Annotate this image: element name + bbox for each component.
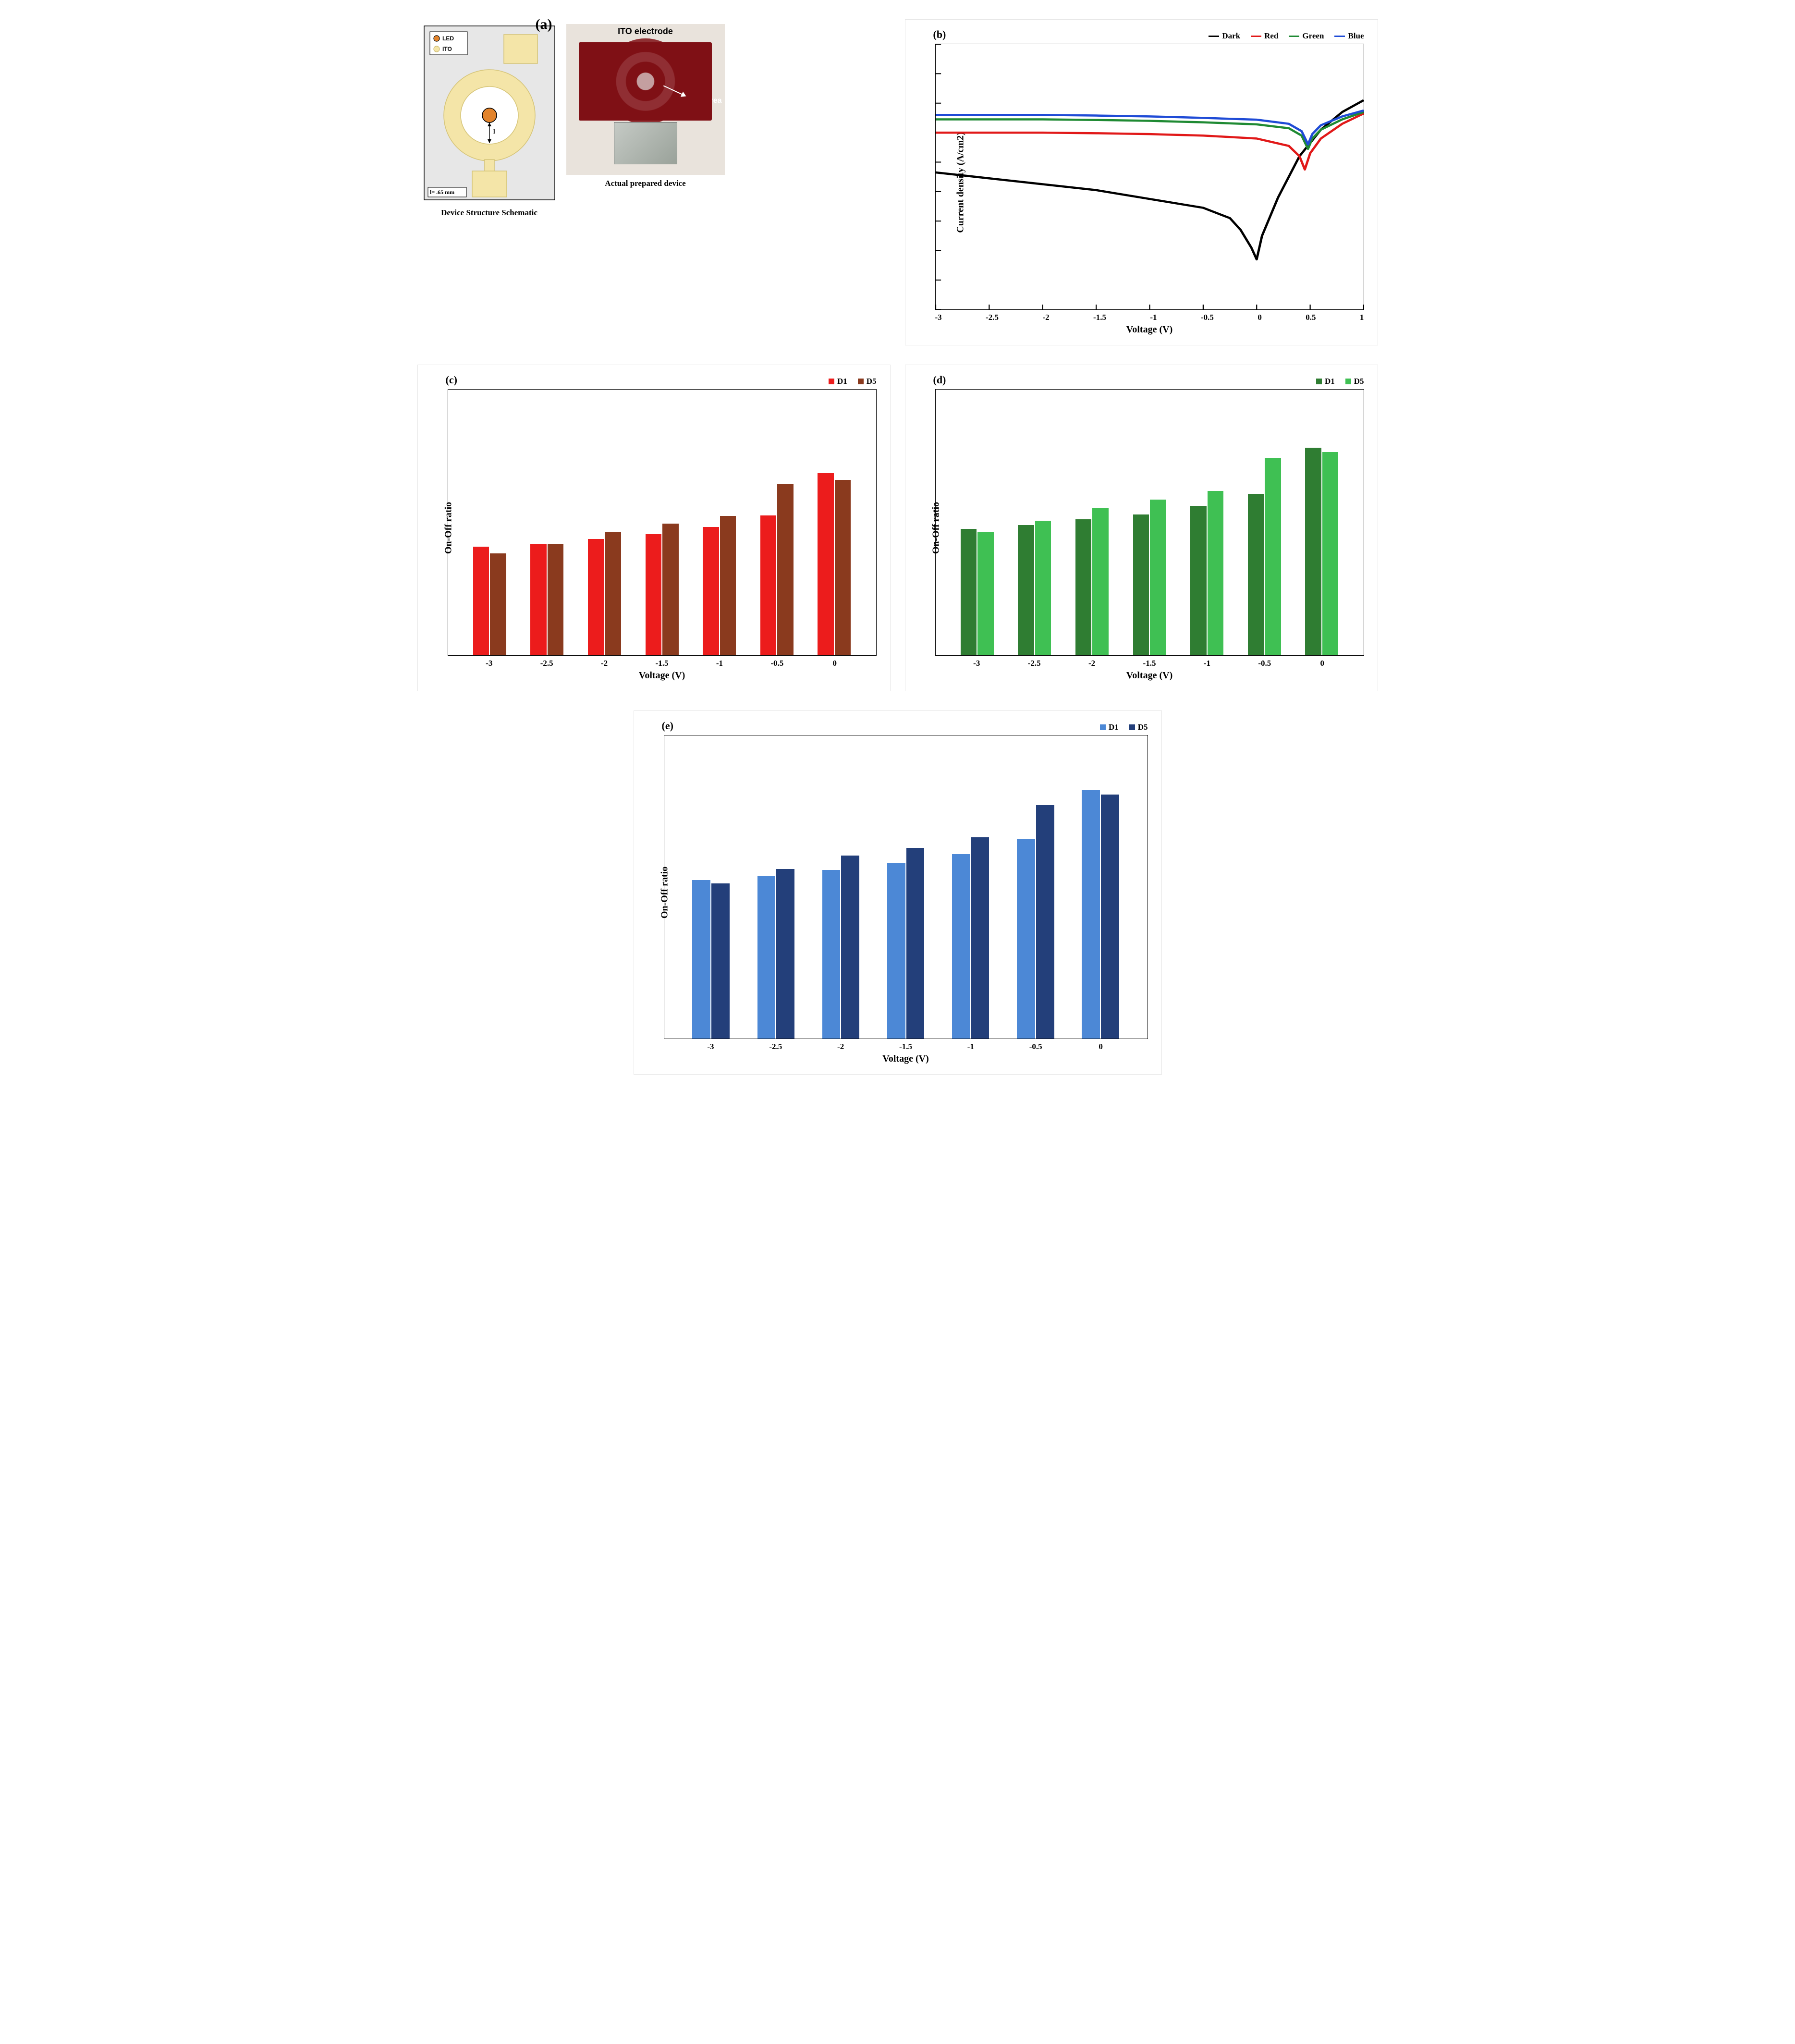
bar bbox=[1133, 514, 1149, 655]
panel-d-plot-frame: 1E+51E+41E+31E+21E+11E+0 bbox=[935, 389, 1364, 655]
legend-item: D1 bbox=[1316, 377, 1335, 386]
bar bbox=[1150, 500, 1166, 655]
bar bbox=[906, 848, 925, 1039]
bar bbox=[1190, 506, 1207, 655]
device-photo: ITO electrode OPD area Al electrode bbox=[566, 24, 725, 175]
bar bbox=[818, 473, 834, 655]
bar bbox=[971, 837, 989, 1039]
bar bbox=[1092, 508, 1109, 655]
bar bbox=[1017, 839, 1035, 1039]
bar bbox=[961, 529, 977, 655]
bar bbox=[822, 870, 841, 1039]
bar bbox=[1082, 790, 1100, 1039]
legend-item: Dark bbox=[1209, 31, 1240, 41]
panel-letter-b: (b) bbox=[933, 28, 946, 41]
panel-c-xticks: -3-2.5-2-1.5-1-0.50 bbox=[448, 656, 877, 669]
bar bbox=[1075, 519, 1092, 655]
panel-d: (d) On-Off ratio D1D5 1E+51E+41E+31E+21E… bbox=[905, 365, 1378, 691]
bar bbox=[777, 484, 794, 655]
bar bbox=[646, 534, 662, 655]
bar bbox=[1265, 458, 1281, 655]
panel-b-xlabel: Voltage (V) bbox=[935, 323, 1364, 335]
legend-item: Green bbox=[1289, 31, 1324, 41]
panel-e-legend: D1 D5 bbox=[664, 722, 1148, 732]
bar bbox=[1018, 525, 1034, 655]
bar bbox=[588, 539, 604, 655]
panel-e-xticks: -3-2.5-2-1.5-1-0.50 bbox=[664, 1039, 1148, 1053]
legend-item: D5 bbox=[858, 377, 877, 386]
bar bbox=[605, 532, 621, 655]
bar bbox=[711, 883, 730, 1039]
legend-item: D5 bbox=[1129, 722, 1148, 732]
bar bbox=[760, 515, 777, 655]
panel-d-xticks: -3-2.5-2-1.5-1-0.50 bbox=[935, 656, 1364, 669]
panel-b-legend: Dark Red Green Blue bbox=[935, 31, 1364, 41]
bar bbox=[952, 854, 970, 1039]
panel-b-plot-frame: 1E-11E-21E-31E-41E-51E-61E-71E-81E-91E-1… bbox=[935, 44, 1364, 310]
panel-b-xticks: -3-2.5-2-1.5-1-0.500.51 bbox=[935, 310, 1364, 323]
panel-b-svg bbox=[936, 44, 1364, 309]
panel-d-xlabel: Voltage (V) bbox=[935, 669, 1364, 681]
legend-item: Red bbox=[1251, 31, 1278, 41]
panel-d-bars bbox=[936, 390, 1364, 655]
legend-item: D5 bbox=[1345, 377, 1364, 386]
bar bbox=[662, 524, 679, 655]
bar bbox=[1035, 521, 1051, 655]
bar bbox=[776, 869, 794, 1039]
bar bbox=[757, 876, 776, 1039]
bar bbox=[548, 544, 564, 655]
svg-text:l: l bbox=[493, 128, 495, 135]
panel-e-plot-frame: 1E+51E+41E+31E+21E+11E+0 bbox=[664, 735, 1148, 1040]
panel-letter-c: (c) bbox=[446, 374, 457, 386]
bar bbox=[1305, 448, 1321, 655]
legend-item: D1 bbox=[829, 377, 847, 386]
bar bbox=[692, 880, 710, 1039]
schematic-svg: LED ITO l l= .65 mm bbox=[422, 24, 557, 202]
bar bbox=[1036, 805, 1054, 1039]
photo-caption: Actual prepared device bbox=[566, 179, 725, 188]
panel-c-xlabel: Voltage (V) bbox=[448, 669, 877, 681]
panel-b: (b) Current density (A/cm2) DarkRedGreen… bbox=[905, 19, 1378, 345]
device-photo-box: ITO electrode OPD area Al electrode Actu… bbox=[566, 24, 725, 188]
svg-text:ITO: ITO bbox=[442, 46, 452, 52]
panel-letter-a: (a) bbox=[536, 16, 552, 33]
bar bbox=[490, 553, 506, 655]
panel-c-bars bbox=[448, 390, 876, 655]
schematic-caption: Device Structure Schematic bbox=[422, 208, 557, 218]
legend-item: D1 bbox=[1100, 722, 1119, 732]
bar bbox=[1248, 494, 1264, 655]
device-schematic: LED ITO l l= .65 mm Device Structure Schema… bbox=[422, 24, 557, 218]
bar bbox=[703, 527, 719, 655]
bar bbox=[720, 516, 736, 655]
panel-letter-d: (d) bbox=[933, 374, 946, 386]
panel-e-xlabel: Voltage (V) bbox=[664, 1053, 1148, 1065]
panel-a: (a) LED ITO l l= .65 mm Device Structure Sc… bbox=[417, 19, 891, 345]
bar bbox=[530, 544, 547, 655]
panel-e: (e) On-Off ratio D1D5 1E+51E+41E+31E+21E… bbox=[634, 710, 1162, 1075]
panel-c-plot-frame: 1E+51E+41E+31E+21E+11E+0 bbox=[448, 389, 877, 655]
panel-letter-e: (e) bbox=[662, 720, 673, 732]
panel-c: (c) On-Off ratio D1D5 1E+51E+41E+31E+21E… bbox=[417, 365, 891, 691]
svg-text:l= .65 mm: l= .65 mm bbox=[430, 189, 454, 196]
panel-e-bars bbox=[664, 735, 1148, 1039]
photo-ito-label: ITO electrode bbox=[618, 26, 673, 37]
panel-d-legend: D1 D5 bbox=[935, 377, 1364, 386]
bar bbox=[1322, 452, 1339, 655]
bar bbox=[887, 863, 905, 1039]
bar bbox=[977, 532, 994, 655]
bar bbox=[841, 856, 859, 1039]
panel-c-legend: D1 D5 bbox=[448, 377, 877, 386]
bar bbox=[835, 480, 851, 655]
bar bbox=[1101, 795, 1119, 1039]
legend-item: Blue bbox=[1334, 31, 1364, 41]
svg-text:LED: LED bbox=[442, 35, 454, 42]
bar bbox=[1208, 491, 1224, 655]
bar bbox=[473, 547, 489, 655]
